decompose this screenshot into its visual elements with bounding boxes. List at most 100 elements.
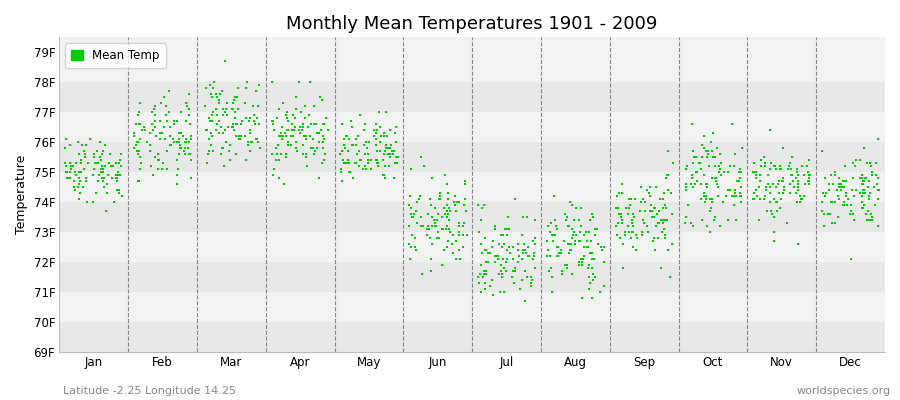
Point — [758, 193, 772, 199]
Point — [648, 247, 662, 253]
Point — [378, 163, 392, 169]
Point — [170, 118, 184, 124]
Point — [131, 178, 146, 184]
Point — [729, 193, 743, 199]
Point — [500, 247, 514, 253]
Point — [473, 241, 488, 247]
Point — [659, 205, 673, 211]
Point — [721, 169, 735, 175]
Point — [559, 217, 573, 223]
Point — [713, 166, 727, 172]
Point — [782, 163, 796, 169]
Point — [772, 178, 787, 184]
Point — [184, 136, 198, 142]
Point — [170, 139, 184, 145]
Point — [488, 223, 502, 229]
Point — [855, 205, 869, 211]
Point — [214, 151, 229, 157]
Point — [648, 205, 662, 211]
Point — [730, 178, 744, 184]
Point — [226, 124, 240, 130]
Point — [856, 178, 870, 184]
Point — [432, 196, 446, 202]
Point — [310, 145, 325, 151]
Point — [775, 178, 789, 184]
Point — [279, 151, 293, 157]
Point — [170, 166, 184, 172]
Point — [445, 241, 459, 247]
Point — [281, 142, 295, 148]
Point — [289, 94, 303, 100]
Point — [705, 175, 719, 181]
Point — [837, 178, 851, 184]
Point — [652, 220, 666, 226]
Point — [176, 133, 191, 139]
Point — [857, 202, 871, 208]
Point — [652, 196, 667, 202]
Point — [790, 241, 805, 247]
Point — [727, 202, 742, 208]
Point — [857, 187, 871, 193]
Point — [493, 232, 508, 238]
Point — [610, 220, 625, 226]
Point — [58, 136, 73, 142]
Point — [312, 175, 327, 181]
Point — [868, 172, 883, 178]
Point — [563, 241, 578, 247]
Point — [441, 190, 455, 196]
Point — [219, 139, 233, 145]
Point — [113, 163, 128, 169]
Point — [338, 145, 352, 151]
Point — [712, 169, 726, 175]
Point — [500, 232, 515, 238]
Point — [455, 244, 470, 250]
Point — [558, 211, 572, 217]
Bar — [59, 292, 885, 322]
Point — [337, 142, 351, 148]
Point — [446, 232, 460, 238]
Point — [211, 94, 225, 100]
Point — [814, 199, 829, 205]
Point — [68, 187, 82, 193]
Point — [312, 94, 327, 100]
Point — [721, 217, 735, 223]
Point — [765, 211, 779, 217]
Point — [699, 223, 714, 229]
Point — [110, 187, 124, 193]
Point — [654, 229, 669, 235]
Point — [643, 208, 657, 214]
Point — [679, 220, 693, 226]
Point — [176, 148, 191, 154]
Point — [501, 226, 516, 232]
Point — [585, 265, 599, 271]
Point — [825, 220, 840, 226]
Point — [626, 220, 640, 226]
Point — [550, 226, 564, 232]
Point — [216, 106, 230, 112]
Point — [752, 172, 767, 178]
Point — [766, 181, 780, 187]
Point — [220, 100, 234, 106]
Point — [848, 163, 862, 169]
Point — [83, 136, 97, 142]
Point — [80, 199, 94, 205]
Point — [824, 172, 839, 178]
Point — [572, 238, 586, 244]
Point — [230, 94, 245, 100]
Point — [846, 193, 860, 199]
Point — [170, 118, 184, 124]
Point — [685, 175, 699, 181]
Point — [576, 253, 590, 259]
Point — [316, 133, 330, 139]
Point — [63, 175, 77, 181]
Point — [473, 262, 488, 268]
Point — [317, 121, 331, 127]
Point — [202, 82, 217, 88]
Point — [226, 127, 240, 133]
Point — [507, 280, 521, 286]
Point — [471, 274, 485, 280]
Point — [383, 142, 398, 148]
Point — [425, 175, 439, 181]
Point — [171, 130, 185, 136]
Point — [513, 286, 527, 292]
